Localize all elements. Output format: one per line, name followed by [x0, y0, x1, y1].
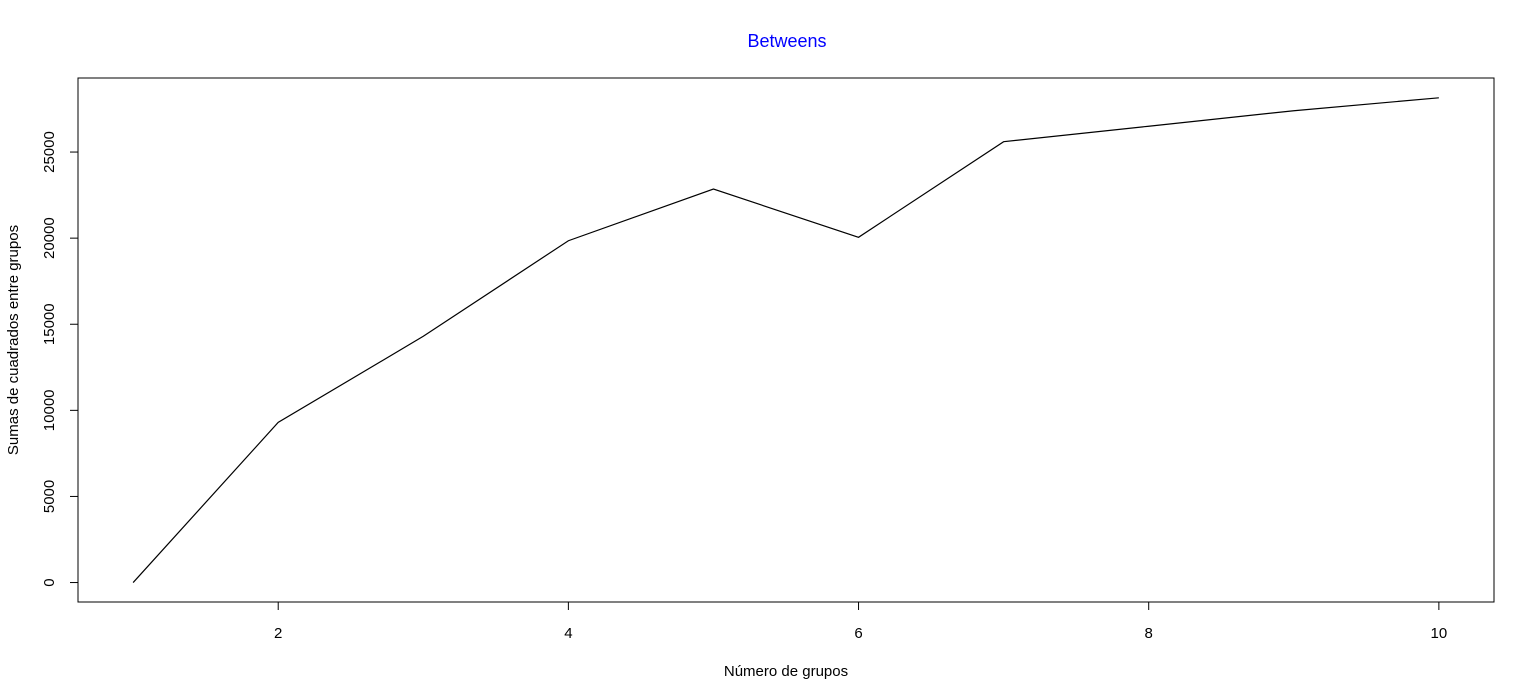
- plot-frame: [77, 77, 1495, 603]
- x-axis: 2 4 6 8 10: [274, 601, 1448, 642]
- y-axis-title: Sumas de cuadrados entre grupos: [5, 225, 22, 455]
- y-tick-label: 10000: [41, 389, 58, 431]
- y-axis: 0 5000 10000 15000 20000 25000: [41, 131, 79, 587]
- y-tick-label: 25000: [41, 131, 58, 173]
- x-tick-label: 2: [274, 625, 282, 642]
- series-line: [132, 97, 1439, 583]
- y-tick-label: 20000: [41, 217, 58, 259]
- x-tick-label: 10: [1431, 625, 1448, 642]
- x-tick-label: 8: [1145, 625, 1153, 642]
- y-tick-label: 5000: [41, 480, 58, 513]
- y-tick-label: 15000: [41, 303, 58, 345]
- x-axis-title: Número de grupos: [724, 663, 848, 680]
- x-tick-label: 6: [854, 625, 862, 642]
- x-tick-label: 4: [564, 625, 572, 642]
- series-layer: [132, 97, 1439, 583]
- chart-title: Betweens: [747, 31, 826, 51]
- y-tick-label: 0: [41, 578, 58, 586]
